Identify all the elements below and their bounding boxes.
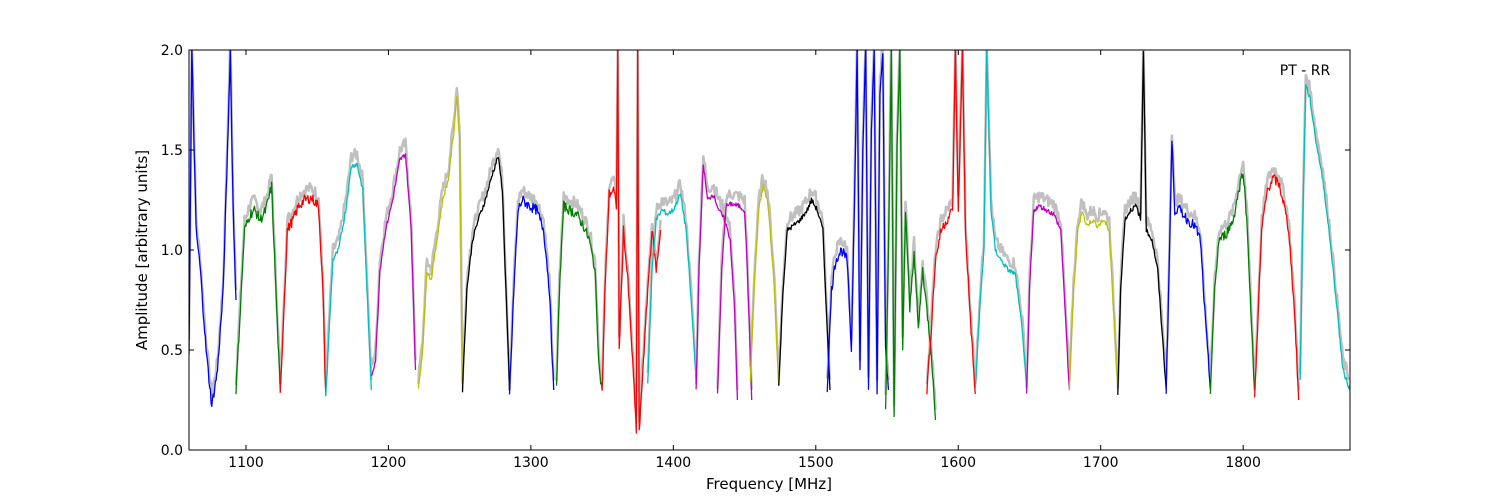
band-series-10 (601, 50, 662, 434)
y-tick-label: 1.0 (161, 243, 183, 259)
background-trace (278, 182, 328, 387)
y-tick-label: 2.0 (161, 43, 183, 59)
band-series-12 (695, 164, 739, 401)
band-series-9 (555, 200, 603, 391)
band-series-4 (325, 162, 372, 397)
band-series-5 (370, 153, 417, 377)
background-trace (1298, 73, 1350, 381)
background-trace (1068, 198, 1120, 381)
band-series-7 (461, 156, 511, 393)
band-series-14 (749, 183, 780, 387)
x-tick-label: 1300 (513, 455, 549, 471)
band-series-1 (189, 50, 237, 408)
background-trace (1209, 160, 1256, 381)
background-trace (461, 147, 511, 384)
background-trace (555, 191, 604, 382)
band-series-17 (884, 50, 937, 421)
x-axis-ticks: 1100 1200 1300 1400 1500 1600 1700 1800 (228, 50, 1261, 471)
band-series-26 (1299, 83, 1350, 391)
band-series-24 (1209, 173, 1256, 395)
x-tick-label: 1600 (940, 455, 976, 471)
y-tick-label: 1.5 (161, 143, 183, 159)
x-axis-label: Frequency [MHz] (706, 475, 832, 493)
band-series-23 (1165, 140, 1212, 394)
x-tick-label: 1400 (656, 455, 692, 471)
band-series-20 (1025, 204, 1071, 394)
x-tick-label: 1100 (228, 455, 264, 471)
x-tick-label: 1500 (798, 455, 834, 471)
background-trace (694, 155, 739, 391)
band-series-25 (1253, 174, 1300, 401)
band-series-13 (716, 201, 753, 401)
band-series-21 (1068, 211, 1119, 391)
x-tick-label: 1800 (1225, 455, 1261, 471)
band-series-3 (279, 194, 327, 397)
chart-annotation: PT - RR (1280, 63, 1331, 79)
y-axis-ticks: 0.0 0.5 1.0 1.5 2.0 (161, 43, 1350, 459)
band-series-15 (778, 197, 831, 391)
band-series-8 (508, 195, 555, 395)
band-series-16 (826, 50, 890, 395)
band-series-22 (1117, 51, 1167, 395)
band-series-group (189, 50, 1350, 434)
band-series-6 (417, 95, 464, 391)
band-series-2 (235, 181, 281, 395)
y-tick-label: 0.5 (161, 343, 183, 359)
background-trace (777, 188, 832, 381)
band-series-11 (647, 193, 697, 384)
y-axis-label: Amplitude [arbitrary units] (133, 150, 151, 350)
x-tick-label: 1200 (371, 455, 407, 471)
band-series-18 (926, 50, 976, 395)
background-trace (417, 86, 464, 385)
y-tick-label: 0.0 (161, 443, 183, 459)
background-trace (1025, 191, 1071, 388)
x-tick-label: 1700 (1083, 455, 1119, 471)
background-trace (925, 50, 977, 385)
band-series-19 (974, 50, 1028, 391)
